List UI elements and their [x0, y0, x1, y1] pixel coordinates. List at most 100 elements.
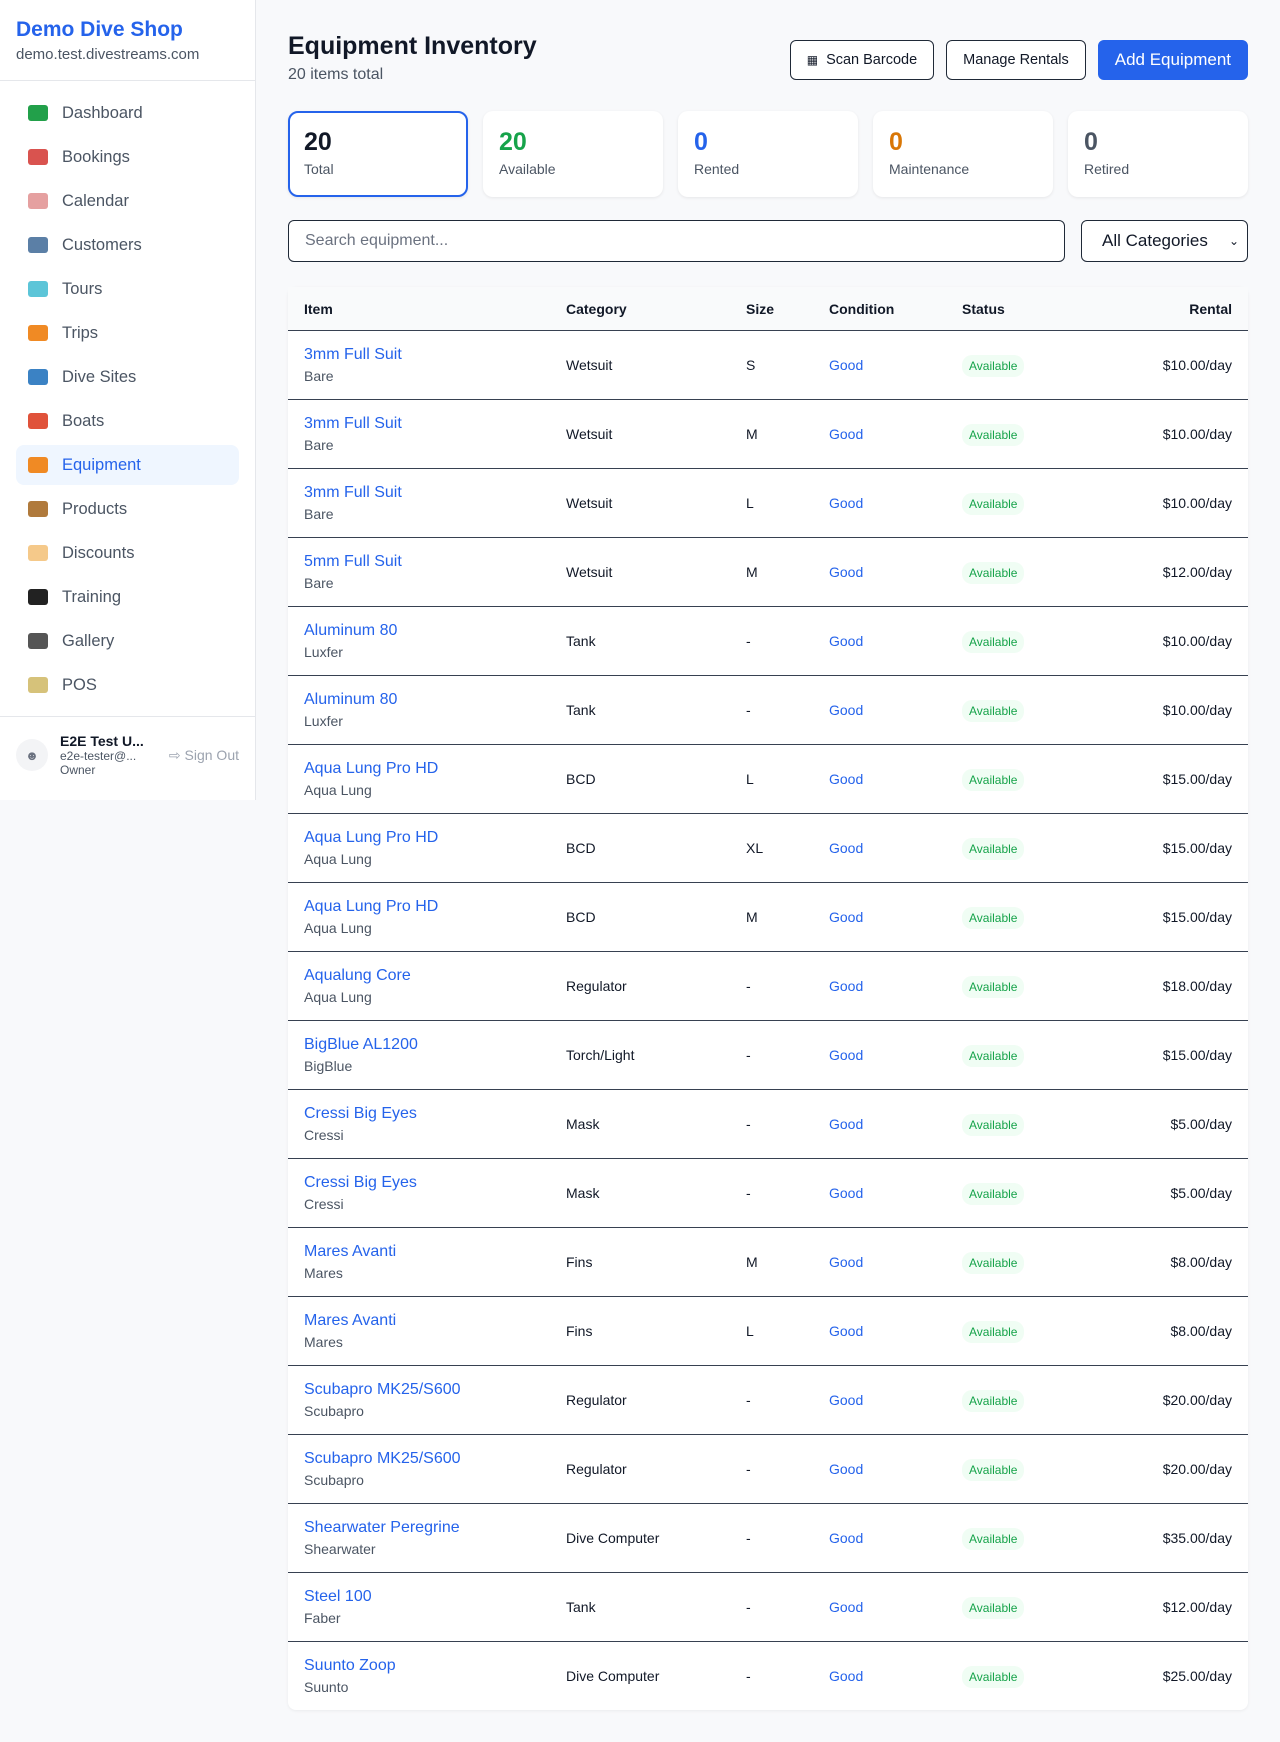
item-condition: Good [829, 1047, 864, 1063]
stat-label: Total [304, 161, 334, 177]
item-name-link[interactable]: 3mm Full Suit [304, 415, 402, 432]
item-category: Tank [566, 633, 596, 649]
header-category[interactable]: Category [566, 300, 627, 317]
shop-name[interactable]: Demo Dive Shop [16, 18, 183, 41]
table-row[interactable]: Aqua Lung Pro HD Aqua Lung BCD L Good Ava… [288, 744, 1248, 813]
table-row[interactable]: 3mm Full Suit Bare Wetsuit M Good Availab… [288, 399, 1248, 468]
sidebar-item-pos[interactable]: POS [16, 665, 239, 705]
category-select[interactable]: All Categories ⌄ [1081, 220, 1248, 262]
item-condition: Good [829, 702, 864, 718]
item-name-link[interactable]: Mares Avanti [304, 1243, 397, 1260]
header-condition[interactable]: Condition [829, 300, 895, 317]
item-brand: Scubapro [304, 1403, 364, 1419]
item-name-link[interactable]: Suunto Zoop [304, 1657, 396, 1674]
stat-card-maintenance[interactable]: 0 Maintenance [873, 111, 1053, 197]
item-brand: Aqua Lung [304, 989, 372, 1005]
item-size: - [746, 1116, 751, 1132]
sidebar-item-trips[interactable]: Trips [16, 313, 239, 353]
sidebar-item-dive-sites[interactable]: Dive Sites [16, 357, 239, 397]
stat-label: Retired [1084, 161, 1130, 177]
item-condition: Good [829, 1254, 864, 1270]
table-row[interactable]: Shearwater Peregrine Shearwater Dive Comp… [288, 1503, 1248, 1572]
stat-value: 20 [499, 128, 527, 156]
scan-barcode-button[interactable]: ▦ Scan Barcode [789, 40, 935, 80]
item-name-link[interactable]: Aqualung Core [304, 967, 411, 984]
item-size: M [746, 426, 758, 442]
item-name-link[interactable]: BigBlue AL1200 [304, 1036, 418, 1053]
item-name-link[interactable]: Shearwater Peregrine [304, 1519, 460, 1536]
item-size: M [746, 909, 758, 925]
item-name-link[interactable]: Aqua Lung Pro HD [304, 898, 439, 915]
sidebar-item-bookings[interactable]: Bookings [16, 137, 239, 177]
item-size: - [746, 1185, 751, 1201]
item-count: 20 items total [288, 66, 384, 83]
manage-rentals-button[interactable]: Manage Rentals [946, 40, 1086, 80]
stat-card-rented[interactable]: 0 Rented [678, 111, 858, 197]
item-category: Wetsuit [566, 426, 613, 442]
table-row[interactable]: 3mm Full Suit Bare Wetsuit S Good Availab… [288, 330, 1248, 399]
header-item[interactable]: Item [304, 300, 333, 317]
sidebar-item-calendar[interactable]: Calendar [16, 181, 239, 221]
table-row[interactable]: Suunto Zoop Suunto Dive Computer - Good A… [288, 1641, 1248, 1710]
item-name-link[interactable]: Mares Avanti [304, 1312, 397, 1329]
status-badge: Available [962, 1528, 1025, 1550]
table-row[interactable]: Aqua Lung Pro HD Aqua Lung BCD M Good Ava… [288, 882, 1248, 951]
table-row[interactable]: Scubapro MK25/S600 Scubapro Regulator - G… [288, 1434, 1248, 1503]
stat-card-retired[interactable]: 0 Retired [1068, 111, 1248, 197]
table-row[interactable]: Aqua Lung Pro HD Aqua Lung BCD XL Good Av… [288, 813, 1248, 882]
item-name-link[interactable]: Aqua Lung Pro HD [304, 829, 439, 846]
stat-value: 0 [1084, 128, 1098, 156]
item-condition: Good [829, 1668, 864, 1684]
item-name-link[interactable]: Aluminum 80 [304, 622, 398, 639]
header-size[interactable]: Size [746, 300, 775, 317]
sidebar-item-dashboard[interactable]: Dashboard [16, 93, 239, 133]
item-size: M [746, 564, 758, 580]
item-name-link[interactable]: Scubapro MK25/S600 [304, 1450, 461, 1467]
sidebar-item-equipment[interactable]: Equipment [16, 445, 239, 485]
sidebar-item-customers[interactable]: Customers [16, 225, 239, 265]
item-brand: Bare [304, 575, 334, 591]
item-name-link[interactable]: Cressi Big Eyes [304, 1105, 417, 1122]
item-name-link[interactable]: Cressi Big Eyes [304, 1174, 417, 1191]
item-condition: Good [829, 1461, 864, 1477]
item-condition: Good [829, 840, 864, 856]
item-name-link[interactable]: Aqua Lung Pro HD [304, 760, 439, 777]
sidebar-item-discounts[interactable]: Discounts [16, 533, 239, 573]
status-badge: Available [962, 424, 1025, 446]
add-equipment-button[interactable]: Add Equipment [1097, 40, 1248, 80]
sidebar-item-products[interactable]: Products [16, 489, 239, 529]
item-brand: Mares [304, 1265, 343, 1281]
item-size: - [746, 1392, 751, 1408]
table-row[interactable]: Aqualung Core Aqua Lung Regulator - Good … [288, 951, 1248, 1020]
table-row[interactable]: 3mm Full Suit Bare Wetsuit L Good Availab… [288, 468, 1248, 537]
item-name-link[interactable]: Steel 100 [304, 1588, 372, 1605]
sidebar-item-gallery[interactable]: Gallery [16, 621, 239, 661]
table-row[interactable]: 5mm Full Suit Bare Wetsuit M Good Availab… [288, 537, 1248, 606]
table-row[interactable]: Cressi Big Eyes Cressi Mask - Good Availa… [288, 1158, 1248, 1227]
header-status[interactable]: Status [962, 300, 1005, 317]
sidebar-item-label: Dashboard [62, 103, 143, 122]
table-row[interactable]: Steel 100 Faber Tank - Good Available $12… [288, 1572, 1248, 1641]
table-row[interactable]: Aluminum 80 Luxfer Tank - Good Available … [288, 675, 1248, 744]
header-rental[interactable]: Rental [1189, 300, 1232, 317]
item-name-link[interactable]: 3mm Full Suit [304, 346, 402, 363]
item-condition: Good [829, 633, 864, 649]
sidebar-item-tours[interactable]: Tours [16, 269, 239, 309]
table-row[interactable]: Mares Avanti Mares Fins L Good Available … [288, 1296, 1248, 1365]
item-name-link[interactable]: Aluminum 80 [304, 691, 398, 708]
table-row[interactable]: Aluminum 80 Luxfer Tank - Good Available … [288, 606, 1248, 675]
item-name-link[interactable]: 3mm Full Suit [304, 484, 402, 501]
table-row[interactable]: Mares Avanti Mares Fins M Good Available … [288, 1227, 1248, 1296]
item-size: - [746, 1047, 751, 1063]
item-name-link[interactable]: Scubapro MK25/S600 [304, 1381, 461, 1398]
table-row[interactable]: BigBlue AL1200 BigBlue Torch/Light - Good… [288, 1020, 1248, 1089]
table-row[interactable]: Scubapro MK25/S600 Scubapro Regulator - G… [288, 1365, 1248, 1434]
item-name-link[interactable]: 5mm Full Suit [304, 553, 402, 570]
sidebar-item-boats[interactable]: Boats [16, 401, 239, 441]
table-row[interactable]: Cressi Big Eyes Cressi Mask - Good Availa… [288, 1089, 1248, 1158]
sign-out-button[interactable]: ⇨ Sign Out [169, 747, 239, 764]
stat-card-available[interactable]: 20 Available [483, 111, 663, 197]
sidebar-item-training[interactable]: Training [16, 577, 239, 617]
stat-card-total[interactable]: 20 Total [288, 111, 468, 197]
search-input[interactable]: Search equipment... [288, 220, 1065, 262]
